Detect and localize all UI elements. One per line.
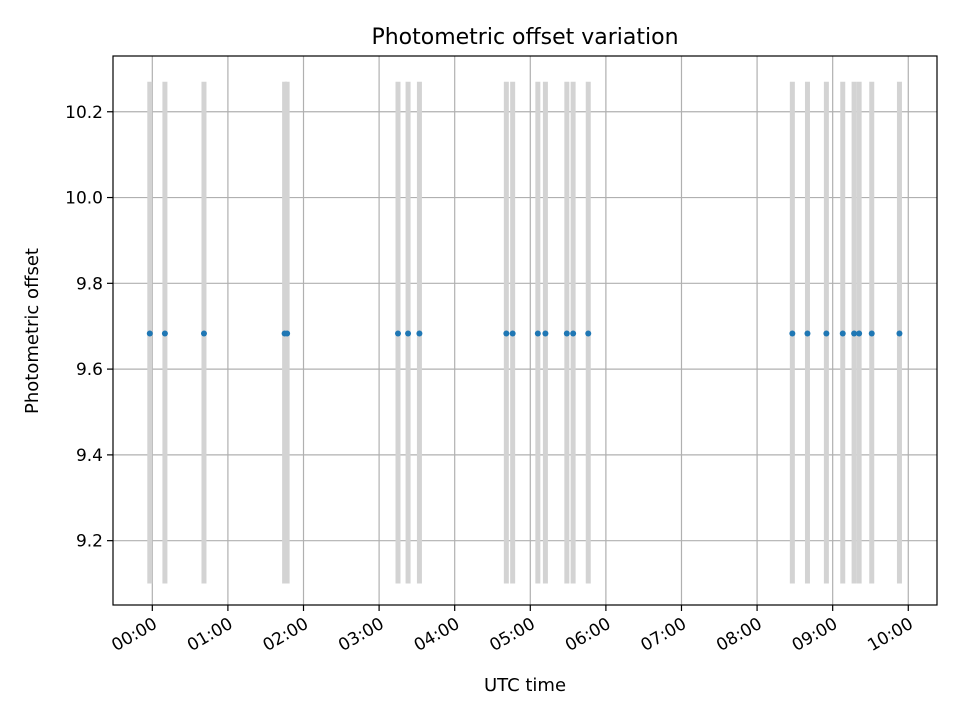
data-point — [868, 330, 875, 337]
data-point — [534, 330, 541, 337]
x-tick-label: 10:00 — [864, 614, 916, 656]
x-tick-label: 03:00 — [335, 614, 387, 656]
data-point — [542, 330, 549, 337]
y-axis-label: Photometric offset — [22, 248, 43, 414]
y-tick-label: 10.0 — [65, 189, 103, 209]
x-tick-label: 04:00 — [411, 614, 463, 656]
data-point — [851, 330, 858, 337]
x-tick-label: 08:00 — [713, 614, 765, 656]
y-tick-label: 10.2 — [65, 103, 103, 123]
grid — [113, 56, 937, 605]
y-axis-ticks: 9.2 9.4 9.6 9.8 10.0 10.2 — [65, 103, 113, 552]
data-point — [585, 330, 592, 337]
y-tick-label: 9.2 — [76, 532, 103, 552]
data-point — [161, 330, 168, 337]
data-point — [394, 330, 401, 337]
errorbars — [147, 81, 902, 584]
x-tick-label: 01:00 — [184, 614, 236, 656]
x-tick-label: 06:00 — [562, 614, 614, 656]
x-tick-label: 02:00 — [260, 614, 312, 656]
x-tick-label: 05:00 — [486, 614, 538, 656]
data-point — [503, 330, 510, 337]
data-point — [896, 330, 903, 337]
y-tick-label: 9.4 — [76, 446, 103, 466]
chart-title: Photometric offset variation — [371, 25, 678, 50]
data-point — [563, 330, 570, 337]
data-point — [509, 330, 516, 337]
data-point — [570, 330, 577, 337]
x-axis-ticks: 00:00 01:00 02:00 03:00 04:00 05:00 06:00 07:00… — [108, 605, 917, 656]
y-tick-label: 9.8 — [76, 274, 103, 294]
data-points — [146, 330, 903, 337]
data-point — [823, 330, 830, 337]
x-axis-label: UTC time — [484, 675, 566, 696]
data-point — [839, 330, 846, 337]
data-point — [405, 330, 412, 337]
data-point — [146, 330, 153, 337]
data-point — [804, 330, 811, 337]
x-tick-label: 07:00 — [638, 614, 690, 656]
data-point — [284, 330, 291, 337]
data-point — [200, 330, 207, 337]
x-tick-label: 09:00 — [789, 614, 841, 656]
y-tick-label: 9.6 — [76, 360, 103, 380]
x-tick-label: 00:00 — [108, 614, 160, 656]
data-point — [789, 330, 796, 337]
plot-area-frame — [112, 55, 938, 606]
data-point — [856, 330, 863, 337]
data-point — [416, 330, 423, 337]
